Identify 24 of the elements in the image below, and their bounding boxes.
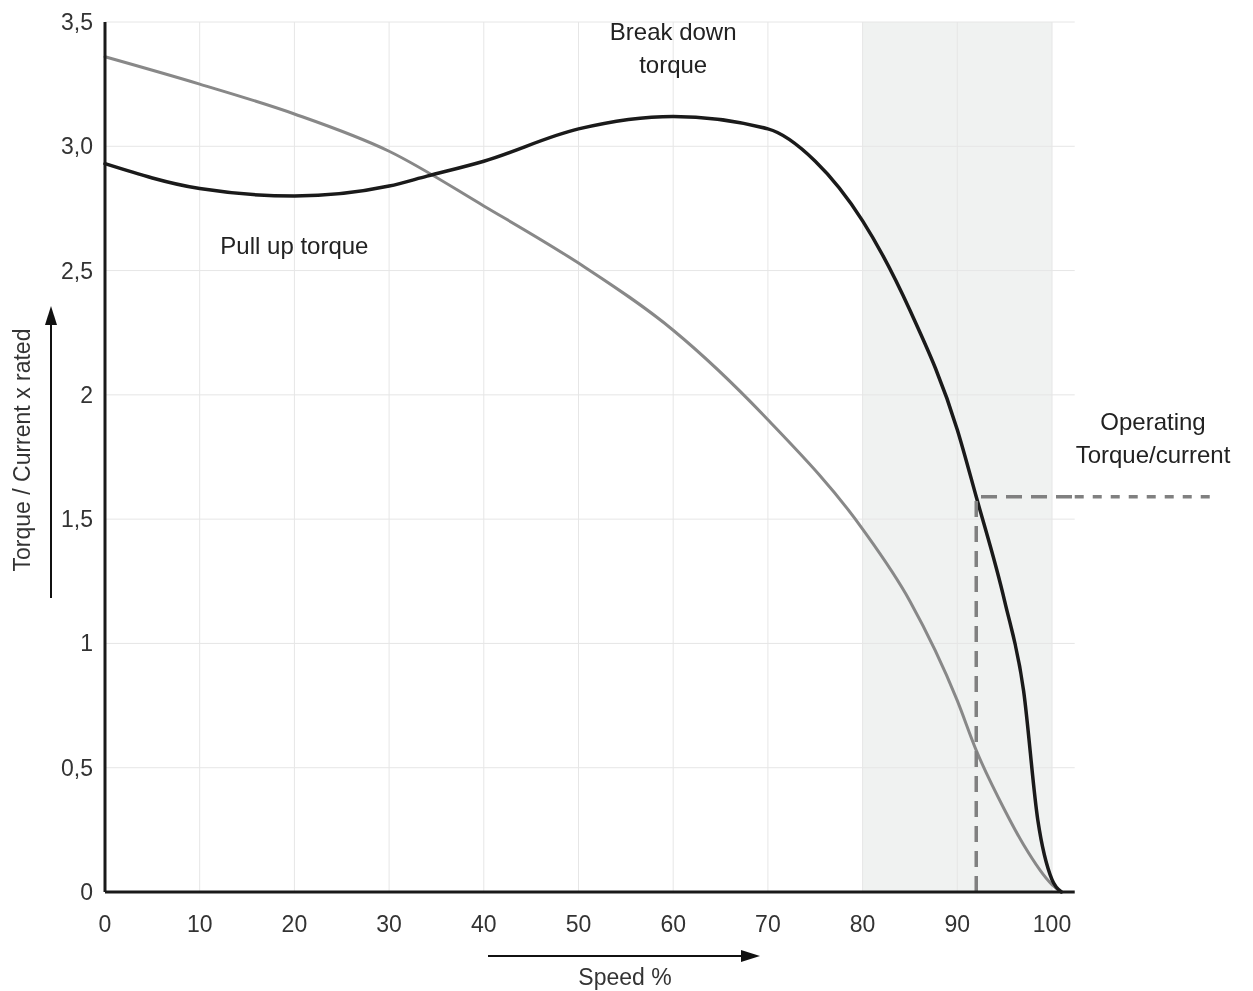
x-tick-label: 0 — [98, 911, 112, 937]
x-tick-label: 90 — [944, 911, 971, 937]
x-tick-label: 40 — [471, 911, 497, 937]
x-axis-title: Speed % — [578, 964, 672, 990]
annotation: Break down torque — [609, 18, 737, 79]
x-tick-label: 30 — [376, 911, 402, 937]
x-tick-label: 10 — [186, 911, 213, 937]
x-tick-label: 20 — [281, 911, 308, 937]
text: Operating Torque/current — [1075, 408, 1231, 468]
y-tick-label: 0,5 — [61, 754, 93, 781]
y-tick-label: 0 — [80, 879, 93, 905]
annotation: Pull up torque — [220, 232, 369, 259]
x-tick-label: 70 — [755, 911, 781, 937]
x-tick-label: 80 — [849, 911, 876, 937]
y-tick-label: 1,5 — [61, 506, 93, 533]
y-tick-label: 1 — [80, 630, 93, 657]
y-tick-label: 2,5 — [61, 257, 93, 284]
x-tick-label: 100 — [1032, 911, 1072, 937]
y-tick-label: 3,5 — [61, 9, 93, 35]
x-tick-label: 60 — [660, 911, 686, 937]
x-tick-label: 50 — [565, 911, 592, 937]
y-tick-label: 3,0 — [61, 133, 93, 160]
y-tick-label: 2 — [80, 381, 93, 408]
y-axis-title: Torque / Current x rated — [9, 328, 35, 572]
